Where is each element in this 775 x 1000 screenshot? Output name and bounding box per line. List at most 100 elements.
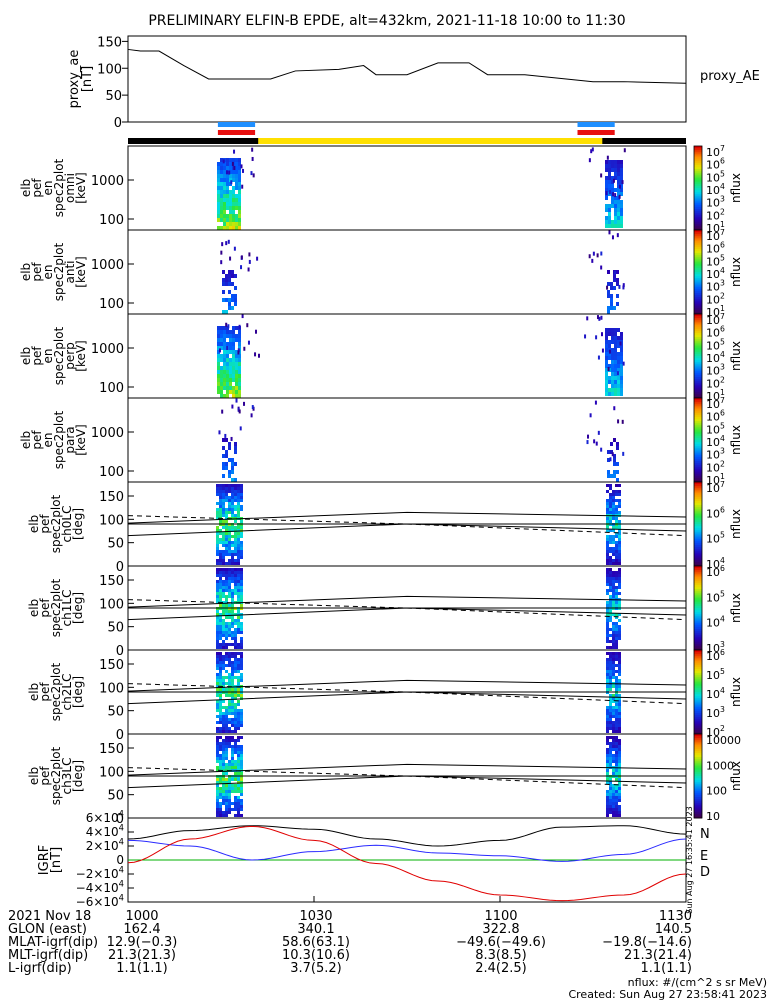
footer-cell-r3-c3: 8.3(8.5) <box>475 948 527 963</box>
spec-panel-1-spectra-cell <box>217 166 220 170</box>
spec-panel-4-colorbar-cell <box>694 419 702 422</box>
pa-panel-1-colorbar-cell <box>694 496 702 500</box>
pa-panel-4-pa-cell <box>234 790 237 793</box>
pa-panel-2-pa-cell <box>234 571 237 574</box>
spec-panel-3-spectra-cell <box>614 380 617 384</box>
pa-panel-2-pa-cell <box>237 568 240 571</box>
spec-panel-3-colorbar-cell <box>694 381 702 384</box>
pa-panel-3-pa-cell <box>222 706 225 709</box>
spec-panel-3-colorbar-cell <box>694 316 702 319</box>
spec-panel-3-spectra-cell <box>611 372 614 376</box>
pa-panel-1-pa-cell <box>615 493 618 496</box>
pa-panel-1-pa-cell <box>237 502 240 505</box>
pa-panel-1-colorbar-cell <box>694 536 702 540</box>
pa-panel-2-pa-cell <box>231 619 234 622</box>
spec-panel-1-spectra-cell <box>232 218 235 222</box>
pa-panel-4-pa-cell <box>240 760 243 763</box>
pa-panel-1-pa-cell <box>609 550 612 553</box>
pa-panel-3-pa-cell <box>612 727 615 730</box>
spec-panel-3-spectra-cell <box>617 356 620 360</box>
spec-panel-4-spectra-cell <box>228 458 231 462</box>
pa-panel-1-colorbar-cell <box>694 505 702 508</box>
pa-panel-3-pa-cell <box>240 712 243 715</box>
spec-panel-3-colorbar-cell <box>694 341 702 344</box>
pa-panel-3-loss-cone-line <box>127 679 687 692</box>
pa-panel-2-pa-cell <box>222 628 225 631</box>
spec-panel-1-spectra-cell <box>620 184 623 188</box>
spec-panel-3-spectra-cell <box>238 374 241 378</box>
pa-panel-1-pa-cell <box>615 508 618 511</box>
pa-panel-4-pa-cell <box>606 778 609 781</box>
pa-panel-2-pa-cell <box>237 619 240 622</box>
pa-panel-4-pa-cell <box>234 808 237 811</box>
pa-panel-1-ytick-label: 0 <box>116 560 124 575</box>
spec-panel-2-ylabel: elb <box>19 263 33 281</box>
pa-panel-3-pa-cell <box>222 688 225 691</box>
spec-panel-4-colorbar-tick-label: 102 <box>706 459 725 474</box>
pa-panel-3-pa-cell <box>234 661 237 664</box>
pa-panel-3-pa-cell <box>609 715 612 718</box>
pa-panel-4-pa-cell <box>228 799 231 802</box>
pa-panel-4-pa-cell <box>222 760 225 763</box>
pa-panel-3-ylabel: elb <box>27 683 41 701</box>
spec-panel-4-colorbar-cell <box>694 473 702 477</box>
science-zone-blue-bar <box>217 122 256 127</box>
pa-panel-3-pa-cell <box>615 655 618 658</box>
pa-panel-4-pa-cell <box>225 814 228 817</box>
pa-panel-2-pa-cell <box>231 568 234 571</box>
footer-cell-r2-c1: 12.9(−0.3) <box>107 935 178 950</box>
pa-panel-1-pa-cell <box>618 484 621 487</box>
pa-panel-3-pa-cell <box>240 724 243 727</box>
pa-panel-3-pa-cell <box>615 697 618 700</box>
spec-panel-4-bg <box>128 398 686 482</box>
spec-panel-3-colorbar-cell <box>694 332 702 336</box>
pa-panel-4-colorbar-cell <box>694 752 702 756</box>
pa-panel-1-pa-cell <box>225 487 228 490</box>
pa-panel-4-pa-cell <box>609 793 612 796</box>
pa-panel-3-pa-cell <box>618 697 621 700</box>
spec-panel-3-ylabel: [keV] <box>74 340 88 371</box>
spec-panel-3-spectra-cell <box>223 394 226 398</box>
spec-panel-4-ytick-label: 1000 <box>91 426 124 441</box>
spec-panel-1-spectra-cell <box>229 158 232 162</box>
spec-panel-1-spectra-cell <box>605 160 608 164</box>
pa-panel-3-pa-cell <box>228 700 231 703</box>
spec-panel-1-speck <box>590 149 593 154</box>
pa-panel-4-pa-cell <box>615 814 618 817</box>
pa-panel-3-pa-cell <box>609 673 612 676</box>
pa-panel-3-pa-cell <box>606 658 609 661</box>
spec-panel-3-speck <box>258 353 260 358</box>
pa-panel-3-pa-cell <box>615 688 618 691</box>
pa-panel-1-pa-cell <box>234 487 237 490</box>
pa-panel-2-pa-cell <box>612 577 615 580</box>
pa-panel-1-colorbar-cell <box>694 549 702 552</box>
pa-panel-4-pa-cell <box>609 754 612 757</box>
pa-panel-1-pa-cell <box>240 496 243 499</box>
pa-panel-3-pa-cell <box>612 661 615 664</box>
spec-panel-1-spectra-cell <box>226 178 229 182</box>
pa-panel-2-pa-cell <box>234 613 237 616</box>
pa-panel-3-pa-cell <box>612 652 615 655</box>
pa-panel-4-pa-cell <box>216 781 219 784</box>
pa-panel-1-pa-cell <box>225 514 228 517</box>
pa-panel-3-pa-cell <box>225 682 228 685</box>
pa-panel-1-pa-cell <box>222 505 225 508</box>
pa-panel-4-colorbar-cell <box>694 759 702 762</box>
pa-panel-3-pa-cell <box>225 712 228 715</box>
nflux-units-note: nflux: #/(cm^2 s sr MeV) <box>628 976 767 989</box>
spec-panel-4-speck <box>230 436 233 441</box>
pa-panel-2-pa-cell <box>228 634 231 637</box>
pa-panel-4-pa-cell <box>234 745 237 748</box>
pa-panel-1-colorbar-cell <box>694 500 702 504</box>
pa-panel-2-pa-cell <box>612 601 615 604</box>
pa-panel-2-pa-cell <box>225 589 228 592</box>
spec-panel-1-speck <box>230 180 233 185</box>
pa-panel-3-pa-cell <box>216 721 219 724</box>
spec-panel-3-spectra-cell <box>605 336 608 340</box>
pa-panel-2-colorbar-cell <box>694 641 702 645</box>
pa-panel-1-pa-cell <box>618 556 621 559</box>
pa-panel-3-pa-cell <box>234 667 237 670</box>
pa-panel-2-pa-cell <box>612 595 615 598</box>
spec-panel-1-colorbar-tick-label: 101 <box>706 220 725 235</box>
pa-panel-4-pa-cell <box>231 784 234 787</box>
